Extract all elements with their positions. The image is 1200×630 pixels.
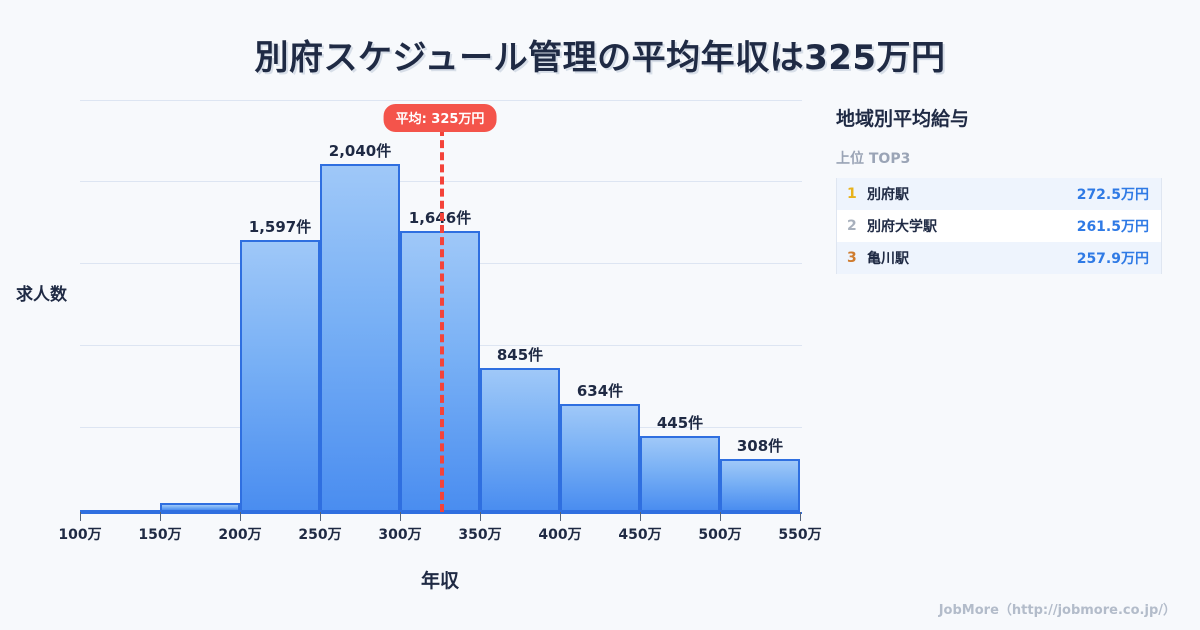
region-panel-heading: 地域別平均給与 <box>836 108 970 130</box>
bar <box>480 367 560 512</box>
bar <box>240 239 320 512</box>
gridline <box>80 100 802 101</box>
x-axis-tick-label: 450万 <box>618 527 662 543</box>
y-axis-title: 求人数 <box>16 285 67 305</box>
bar-value-label: 308件 <box>736 437 784 456</box>
x-axis-tick-label: 500万 <box>698 527 742 543</box>
ranking-salary-value: 272.5万円 <box>1076 187 1149 203</box>
average-badge: 平均: 325万円 <box>383 104 497 132</box>
x-axis-tick-label: 200万 <box>218 527 262 543</box>
ranking-salary-value: 261.5万円 <box>1076 219 1149 235</box>
bar <box>640 436 720 512</box>
ranking-row[interactable]: 2 別府大学駅 261.5万円 <box>837 210 1161 242</box>
x-axis-tick <box>720 512 721 521</box>
x-axis-tick <box>320 512 321 521</box>
bar-value-label: 1,646件 <box>408 209 472 228</box>
chart-panel: 求人数 1,597件 2,040件 1,646件 845件 634件 445件 308件 1… <box>16 100 822 592</box>
ranking-position: 2 <box>847 218 857 234</box>
ranking-row[interactable]: 1 別府駅 272.5万円 <box>837 178 1161 210</box>
ranking-row[interactable]: 3 亀川駅 257.9万円 <box>837 242 1161 274</box>
bar <box>720 459 800 512</box>
x-axis-tick <box>800 512 801 521</box>
ranking-station-name: 亀川駅 <box>867 251 909 267</box>
x-axis-tick <box>400 512 401 521</box>
ranking-salary-value: 257.9万円 <box>1076 251 1149 267</box>
page-title: 別府スケジュール管理の平均年収は325万円 <box>254 38 946 78</box>
bar-value-label: 2,040件 <box>328 142 392 160</box>
x-axis-tick <box>240 512 241 521</box>
x-axis-tick-label: 350万 <box>458 527 502 543</box>
x-axis-tick <box>560 512 561 521</box>
bar <box>320 164 400 512</box>
ranking-station-name: 別府大学駅 <box>867 219 937 235</box>
bar <box>160 502 240 512</box>
bar <box>560 403 640 512</box>
x-axis-tick-label: 250万 <box>298 527 342 543</box>
ranking-position: 3 <box>847 250 857 266</box>
x-axis-tick <box>480 512 481 521</box>
x-axis-tick <box>160 512 161 521</box>
ranking-position: 1 <box>847 186 857 202</box>
bar-value-label: 845件 <box>496 345 544 364</box>
region-panel-subheading: 上位 TOP3 <box>836 151 911 167</box>
bar-value-label: 1,597件 <box>248 217 312 236</box>
x-axis-tick-label: 550万 <box>778 527 822 543</box>
ranking-station-name: 別府駅 <box>867 187 909 203</box>
footer-attribution: JobMore（http://jobmore.co.jp/） <box>938 603 1176 618</box>
region-salary-panel: 地域別平均給与 上位 TOP3 1 別府駅 272.5万円 2 別府大学駅 261.5万円… <box>836 0 1200 630</box>
ranking-list: 1 別府駅 272.5万円 2 別府大学駅 261.5万円 3 亀川駅 257.9万円 <box>836 178 1162 274</box>
x-axis-tick <box>640 512 641 521</box>
bar-value-label: 445件 <box>656 414 704 433</box>
x-axis-tick-label: 150万 <box>138 527 182 543</box>
x-axis-tick <box>80 512 81 521</box>
x-axis-title: 年収 <box>420 570 459 592</box>
average-line <box>440 128 444 512</box>
x-axis-line <box>80 512 802 514</box>
x-axis-tick-label: 300万 <box>378 527 422 543</box>
bar-value-label: 634件 <box>576 381 624 400</box>
x-axis-tick-label: 400万 <box>538 527 582 543</box>
x-axis-tick-label: 100万 <box>58 527 102 543</box>
